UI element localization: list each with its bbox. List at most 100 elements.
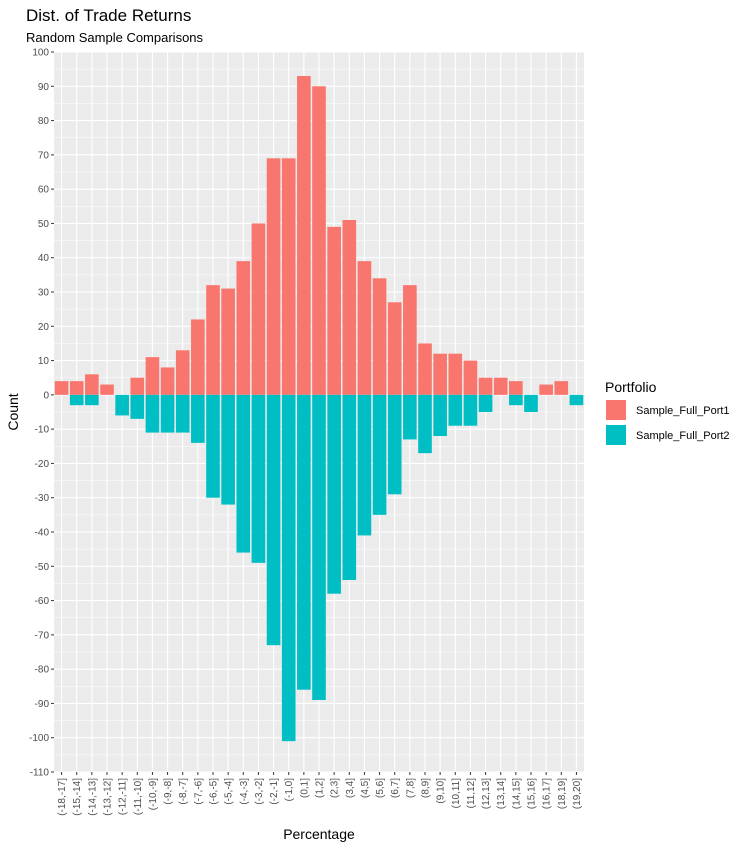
bar-Sample_Full_Port2 [387, 394, 402, 495]
x-tick-label: (10,11] [451, 778, 462, 809]
bar-Sample_Full_Port1 [297, 76, 311, 395]
bar-Sample_Full_Port1 [145, 357, 160, 395]
x-tick-label: (-9,-8] [163, 778, 174, 805]
bar-Sample_Full_Port2 [145, 394, 160, 433]
bar-Sample_Full_Port1 [342, 220, 357, 395]
x-tick-label: (12,13] [481, 778, 492, 809]
bar-Sample_Full_Port2 [342, 394, 357, 580]
y-tick-label: 10 [38, 356, 50, 367]
x-tick-label: (-1,0] [284, 778, 295, 802]
bar-Sample_Full_Port1 [418, 343, 432, 395]
bar-Sample_Full_Port1 [433, 353, 447, 395]
bar-Sample_Full_Port2 [297, 394, 311, 690]
bar-Sample_Full_Port1 [54, 381, 69, 395]
x-tick-label: (8,9] [421, 778, 432, 798]
bar-Sample_Full_Port1 [327, 226, 341, 395]
x-tick-label: (-7,-6] [193, 778, 204, 805]
bar-Sample_Full_Port2 [221, 394, 235, 505]
bar-Sample_Full_Port2 [69, 394, 84, 406]
x-tick-label: (-3,-2] [254, 778, 265, 805]
x-tick-label: (15,16] [527, 778, 538, 809]
bar-Sample_Full_Port2 [357, 394, 372, 536]
bar-Sample_Full_Port1 [539, 384, 553, 395]
x-tick-label: (4,5] [360, 778, 371, 798]
bar-Sample_Full_Port1 [175, 350, 190, 395]
bar-Sample_Full_Port2 [509, 394, 523, 406]
x-tick-label: (13,14] [496, 778, 507, 809]
x-axis-title: Percentage [283, 826, 355, 842]
bar-Sample_Full_Port1 [463, 360, 478, 395]
bar-Sample_Full_Port1 [266, 158, 281, 395]
x-tick-label: (0,1] [299, 778, 310, 798]
bar-Sample_Full_Port2 [403, 394, 417, 440]
chart-subtitle: Random Sample Comparisons [26, 30, 204, 45]
y-tick-label: 50 [38, 219, 50, 230]
x-tick-label: (16,17] [542, 778, 553, 809]
y-tick-label: 0 [43, 390, 49, 401]
bar-Sample_Full_Port2 [569, 394, 584, 406]
x-tick-label: (18,19] [557, 778, 568, 809]
x-tick-label: (-4,-3] [239, 778, 250, 805]
legend: Portfolio Sample_Full_Port1 Sample_Full_P… [605, 379, 730, 445]
x-tick-label: (-6,-5] [209, 778, 220, 805]
bar-Sample_Full_Port2 [478, 394, 493, 412]
bar-Sample_Full_Port2 [251, 394, 266, 563]
x-tick-label: (14,15] [511, 778, 522, 809]
x-tick-label: (7,8] [405, 778, 416, 798]
bar-Sample_Full_Port1 [372, 278, 387, 395]
x-tick-label: (-14,-13] [87, 778, 98, 816]
y-tick-label: -30 [35, 493, 50, 504]
bar-Sample_Full_Port2 [418, 394, 432, 454]
bar-Sample_Full_Port2 [463, 394, 478, 426]
bar-Sample_Full_Port1 [554, 381, 569, 395]
bars [54, 76, 584, 742]
bar-Sample_Full_Port1 [509, 381, 523, 395]
legend-label: Sample_Full_Port2 [636, 430, 730, 442]
x-tick-label: (3,4] [345, 778, 356, 798]
bar-Sample_Full_Port1 [448, 353, 463, 395]
y-tick-label: -20 [35, 459, 50, 470]
bar-Sample_Full_Port1 [130, 377, 145, 395]
y-tick-label: 60 [38, 185, 50, 196]
bar-Sample_Full_Port2 [448, 394, 463, 426]
x-tick-label: (6,7] [390, 778, 401, 798]
x-axis: (-18,-17] (-15,-14] (-14,-13] (-13,-12] (-12… [57, 772, 583, 816]
y-tick-label: 30 [38, 288, 50, 299]
bar-Sample_Full_Port2 [327, 394, 341, 594]
y-tick-label: -80 [35, 665, 50, 676]
bar-Sample_Full_Port1 [191, 319, 205, 395]
bar-Sample_Full_Port2 [85, 394, 99, 406]
legend-title: Portfolio [605, 379, 657, 395]
y-tick-label: -60 [35, 596, 50, 607]
x-tick-label: (5,6] [375, 778, 386, 798]
bar-Sample_Full_Port2 [281, 394, 296, 742]
bar-Sample_Full_Port1 [221, 288, 235, 395]
bar-Sample_Full_Port2 [312, 394, 326, 700]
bar-Sample_Full_Port2 [433, 394, 447, 436]
bar-Sample_Full_Port1 [387, 302, 402, 395]
bar-Sample_Full_Port2 [160, 394, 175, 433]
bar-Sample_Full_Port1 [493, 377, 508, 395]
x-tick-label: (1,2] [315, 778, 326, 798]
legend-label: Sample_Full_Port1 [636, 405, 730, 417]
bar-Sample_Full_Port1 [312, 86, 326, 395]
y-tick-label: -110 [30, 768, 50, 779]
bar-Sample_Full_Port2 [115, 394, 129, 416]
x-tick-label: (-8,-7] [178, 778, 189, 805]
y-tick-label: 40 [38, 253, 50, 264]
y-tick-label: 90 [38, 82, 50, 93]
legend-swatch [606, 400, 626, 420]
bar-Sample_Full_Port1 [160, 367, 175, 395]
x-tick-label: (2,3] [330, 778, 341, 798]
y-tick-label: -100 [29, 733, 49, 744]
bar-Sample_Full_Port1 [69, 381, 84, 395]
y-tick-label: -70 [35, 630, 50, 641]
bar-Sample_Full_Port1 [206, 285, 220, 395]
bar-Sample_Full_Port1 [403, 285, 417, 395]
bar-Sample_Full_Port2 [266, 394, 281, 646]
x-tick-label: (-2,-1] [269, 778, 280, 805]
y-tick-label: 100 [32, 48, 49, 59]
bar-Sample_Full_Port2 [130, 394, 145, 419]
y-tick-label: -10 [35, 425, 50, 436]
